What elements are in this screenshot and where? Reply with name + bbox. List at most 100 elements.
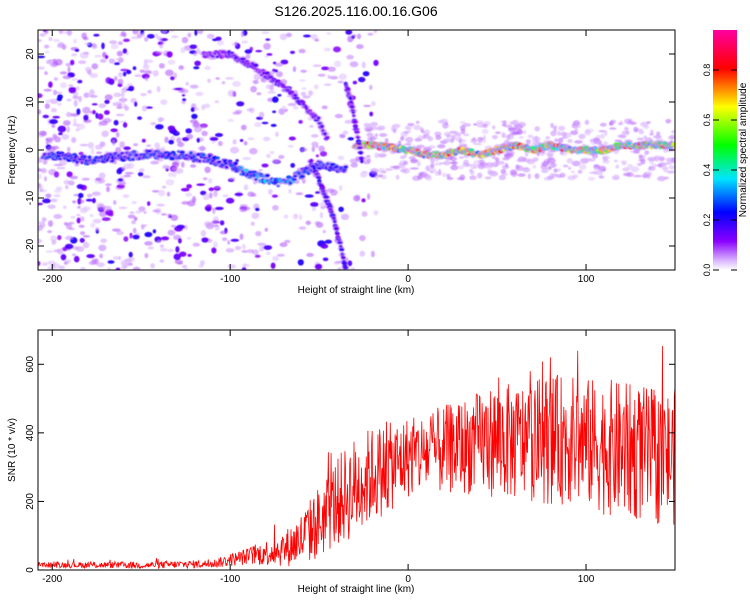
heat-blob — [343, 165, 348, 169]
colorbar-tick-label: 0.8 — [702, 64, 712, 77]
heat-blob — [250, 221, 255, 226]
heat-blob — [147, 246, 154, 250]
heat-blob — [265, 251, 271, 255]
heat-blob — [249, 148, 258, 155]
heat-blob — [300, 100, 306, 104]
heat-blob — [80, 267, 86, 270]
heat-blob — [65, 185, 69, 190]
heat-blob — [207, 178, 213, 184]
heat-blob — [527, 134, 534, 139]
heat-blob — [64, 243, 74, 250]
heat-blob — [196, 137, 200, 143]
x-tick-label: -100 — [220, 574, 240, 585]
heat-blob — [44, 44, 50, 49]
heat-blob — [126, 88, 134, 91]
heat-blob — [416, 160, 421, 167]
heat-blob — [243, 184, 249, 191]
heat-blob — [132, 266, 141, 270]
heat-blob — [180, 47, 186, 54]
heat-blob — [457, 165, 464, 170]
heat-blob — [268, 70, 276, 75]
heat-blob — [385, 168, 394, 171]
heat-blob — [116, 106, 123, 109]
heat-blob — [201, 104, 206, 111]
heat-blob — [649, 165, 653, 170]
heat-blob — [70, 216, 76, 219]
heat-blob — [266, 53, 273, 56]
heat-blob — [417, 135, 424, 142]
heat-blob — [171, 161, 180, 169]
heat-blob — [137, 172, 144, 177]
heat-blob — [238, 166, 244, 170]
heat-blob — [246, 108, 253, 112]
heat-blob — [166, 51, 173, 58]
heat-blob — [239, 139, 244, 142]
heat-blob — [101, 42, 105, 50]
heat-blob — [51, 124, 56, 128]
heat-blob — [91, 197, 96, 204]
heat-blob — [171, 35, 179, 39]
heat-blob — [48, 81, 53, 88]
heat-blob — [197, 146, 207, 151]
heat-blob — [198, 159, 202, 163]
heat-blob — [644, 150, 650, 155]
heat-blob — [180, 187, 190, 192]
heat-blob — [208, 154, 212, 159]
heat-blob — [183, 224, 188, 230]
heat-blob — [74, 48, 80, 52]
heat-blob — [310, 34, 318, 40]
heat-blob — [308, 90, 313, 96]
heat-blob — [534, 126, 540, 132]
heat-blob — [354, 130, 360, 134]
heat-blob — [71, 137, 77, 143]
heat-blob — [630, 121, 637, 125]
heat-blob — [247, 137, 255, 141]
heat-blob — [379, 133, 388, 137]
heat-blob — [318, 145, 325, 153]
heat-blob — [170, 30, 174, 33]
heat-blob — [470, 170, 475, 175]
heat-blob — [175, 246, 180, 253]
heat-blob — [292, 106, 299, 110]
heat-blob — [38, 39, 43, 43]
heat-blob — [104, 55, 109, 59]
heat-blob — [158, 63, 165, 69]
heat-blob — [620, 160, 628, 164]
heat-blob — [76, 108, 81, 115]
heat-blob — [269, 150, 275, 155]
heat-blob — [124, 105, 130, 111]
heat-blob — [548, 173, 555, 179]
heat-blob — [541, 161, 550, 167]
heat-blob — [339, 248, 345, 252]
heat-blob — [71, 53, 78, 57]
heat-blob — [72, 95, 80, 100]
heat-blob — [73, 255, 80, 263]
heat-blob — [75, 86, 80, 91]
heat-blob — [434, 162, 442, 166]
heat-blob — [146, 144, 152, 147]
heat-blob — [660, 166, 669, 170]
heat-blob — [56, 248, 64, 255]
heat-blob — [600, 122, 607, 127]
heat-blob — [138, 168, 145, 173]
heat-blob — [123, 174, 132, 178]
heat-blob — [350, 162, 358, 168]
heat-blob — [302, 95, 311, 99]
heat-blob — [108, 58, 116, 64]
heat-blob — [159, 244, 164, 248]
heat-blob — [133, 143, 139, 147]
heat-blob — [258, 169, 263, 172]
heat-blob — [71, 153, 78, 156]
heat-blob — [619, 121, 624, 126]
heat-blob — [38, 130, 47, 136]
heat-blob — [373, 30, 378, 34]
x-tick-label: 100 — [578, 574, 595, 585]
heat-blob — [285, 32, 292, 38]
heat-blob — [186, 133, 194, 140]
heat-blob — [168, 139, 174, 145]
heat-blob — [45, 50, 50, 54]
heat-blob — [548, 166, 552, 170]
heat-blob — [65, 62, 72, 67]
heat-blob — [277, 253, 285, 257]
heat-blob — [369, 137, 374, 143]
